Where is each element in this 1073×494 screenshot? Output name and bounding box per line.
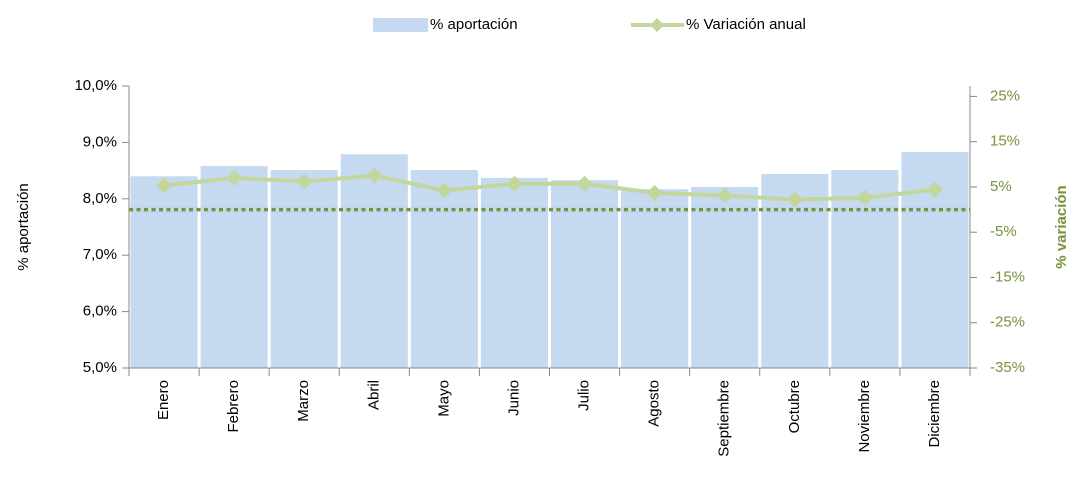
y-tick-label: 8,0% (83, 190, 117, 207)
line-marker (156, 177, 173, 194)
line-marker (226, 169, 243, 186)
bar (340, 154, 408, 368)
y-tick-label: 6,0% (83, 303, 117, 320)
bar (270, 170, 338, 368)
y2-tick-label: 5% (990, 178, 1012, 195)
x-tick-label: Junio (505, 380, 522, 416)
y2-tick-label: -15% (990, 268, 1025, 285)
line-marker (856, 189, 873, 206)
y2-axis-title: % variación (1053, 185, 1070, 268)
bar (410, 170, 478, 368)
line (163, 173, 936, 202)
x-tick-label: Octubre (786, 380, 803, 433)
line-marker (436, 182, 453, 199)
line-marker (716, 187, 733, 204)
y-tick-label: 5,0% (83, 359, 117, 376)
x-tick-label: Julio (576, 380, 593, 411)
y2-tick-label: -25% (990, 314, 1025, 331)
y2-tick-label: 25% (990, 87, 1020, 104)
bar (551, 180, 619, 368)
x-tick-label: Abril (365, 380, 382, 410)
legend-swatch (373, 18, 428, 32)
y-tick-label: 10,0% (74, 77, 117, 94)
legend-marker (650, 18, 664, 32)
x-tick-label: Marzo (295, 380, 312, 422)
legend-label: % aportación (430, 16, 518, 33)
y-tick-label: 9,0% (83, 133, 117, 150)
line-marker (786, 191, 803, 208)
x-tick-label: Enero (155, 380, 172, 420)
y2-tick-label: 15% (990, 133, 1020, 150)
line-marker (506, 175, 523, 192)
legend-label: % Variación anual (686, 16, 806, 33)
line-marker (926, 181, 943, 198)
x-tick-label: Noviembre (856, 380, 873, 453)
line-marker (366, 167, 383, 184)
y2-tick-label: -5% (990, 223, 1017, 240)
bar (200, 166, 268, 368)
x-tick-label: Mayo (435, 380, 452, 417)
x-tick-label: Diciembre (926, 380, 943, 448)
line-marker (296, 173, 313, 190)
x-tick-label: Agosto (646, 380, 663, 427)
y-axis-title: % aportación (15, 183, 32, 271)
line-marker (576, 175, 593, 192)
line-marker (646, 184, 663, 201)
bar (480, 177, 548, 368)
bar (691, 186, 759, 368)
x-tick-label: Septiembre (716, 380, 733, 457)
bar (621, 189, 689, 368)
bar (130, 176, 198, 368)
y2-tick-label: -35% (990, 359, 1025, 376)
x-tick-label: Febrero (225, 380, 242, 433)
y-tick-label: 7,0% (83, 246, 117, 263)
